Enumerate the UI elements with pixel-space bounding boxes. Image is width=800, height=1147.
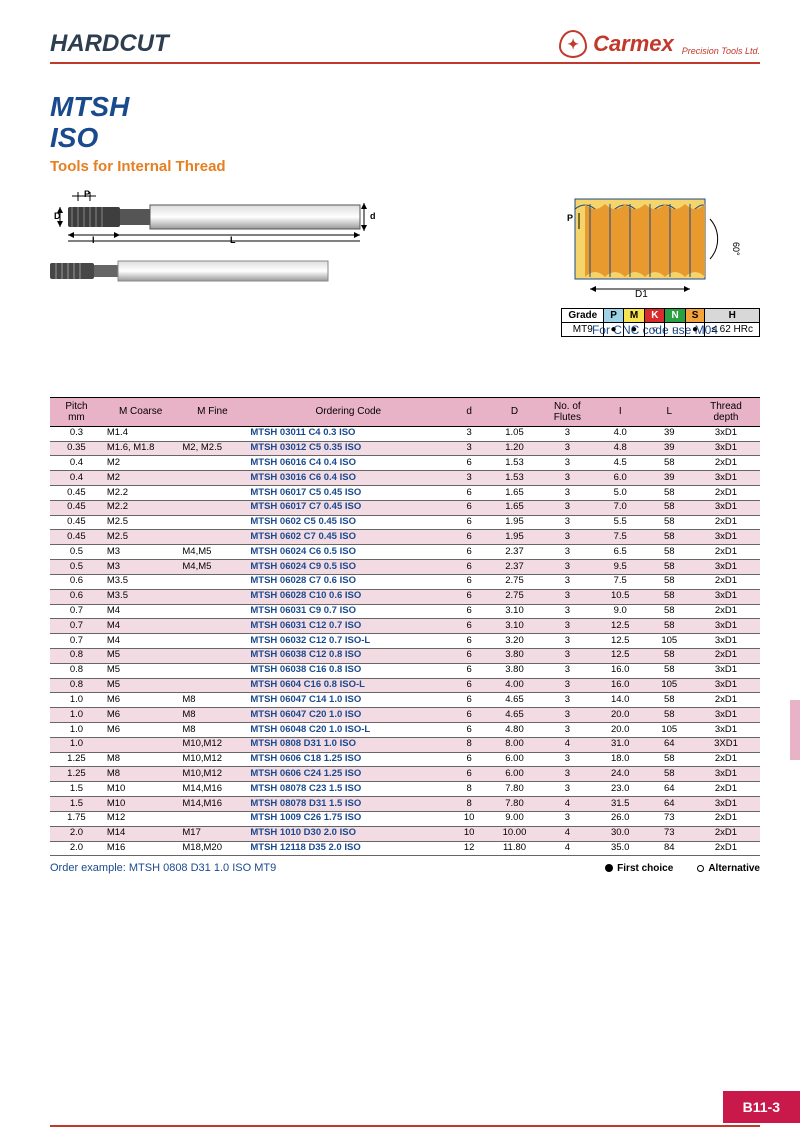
title-line1: MTSH <box>50 92 760 123</box>
svg-text:d: d <box>370 211 376 221</box>
dot-filled-icon <box>605 864 613 872</box>
svg-text:D1: D1 <box>635 289 648 299</box>
svg-text:60°: 60° <box>731 242 741 256</box>
order-example: Order example: MTSH 0808 D31 1.0 ISO MT9 <box>50 862 276 874</box>
subtitle: Tools for Internal Thread <box>50 158 760 175</box>
svg-text:P: P <box>567 213 573 223</box>
svg-text:P: P <box>84 189 90 199</box>
legend: First choice Alternative <box>605 863 760 874</box>
page-number: B11-3 <box>723 1091 800 1123</box>
svg-text:I: I <box>92 235 95 244</box>
legend-first: First choice <box>617 863 673 874</box>
legend-alt: Alternative <box>708 863 760 874</box>
grade-table: GradePMKNSH MT9●●○○●≤ 62 HRc <box>561 308 760 337</box>
brand-logo-icon: ✦ <box>559 30 587 58</box>
brand: ✦ Carmex Precision Tools Ltd. <box>559 30 760 58</box>
tool-diagram: P D d <box>50 189 410 339</box>
brand-name: Carmex <box>593 31 674 57</box>
side-tab <box>790 700 800 760</box>
svg-text:L: L <box>230 235 236 244</box>
tool-photo-icon <box>50 255 330 287</box>
title-line2: ISO <box>50 123 760 154</box>
product-titles: MTSH ISO <box>50 92 760 154</box>
bottom-rule <box>50 1125 760 1127</box>
page-header: HARDCUT ✦ Carmex Precision Tools Ltd. <box>50 30 760 64</box>
section-title: HARDCUT <box>50 30 169 58</box>
brand-subtitle: Precision Tools Ltd. <box>682 46 760 56</box>
main-table: PitchmmM CoarseM FineOrdering CodedDNo. … <box>50 397 760 857</box>
footer-note: Order example: MTSH 0808 D31 1.0 ISO MT9… <box>50 862 760 874</box>
dot-open-icon <box>697 865 704 872</box>
